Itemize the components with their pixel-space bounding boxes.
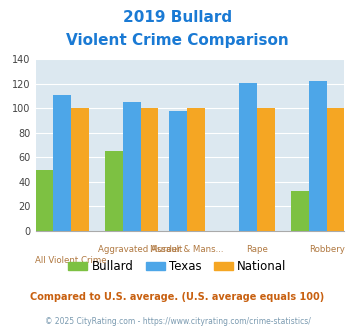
Text: Robbery: Robbery xyxy=(309,245,345,254)
Bar xyxy=(123,102,141,231)
Bar xyxy=(291,190,309,231)
Text: Rape: Rape xyxy=(246,245,268,254)
Text: All Violent Crime: All Violent Crime xyxy=(35,256,106,265)
Bar xyxy=(53,95,71,231)
Bar xyxy=(187,109,205,231)
Bar xyxy=(71,109,88,231)
Bar xyxy=(36,170,53,231)
Text: Aggravated Assault: Aggravated Assault xyxy=(98,245,183,254)
Bar xyxy=(141,109,158,231)
Bar xyxy=(105,151,123,231)
Text: 2019 Bullard: 2019 Bullard xyxy=(123,10,232,25)
Bar xyxy=(239,83,257,231)
Bar xyxy=(169,111,187,231)
Text: Violent Crime Comparison: Violent Crime Comparison xyxy=(66,33,289,48)
Bar xyxy=(327,109,344,231)
Text: Murder & Mans...: Murder & Mans... xyxy=(151,245,224,254)
Text: © 2025 CityRating.com - https://www.cityrating.com/crime-statistics/: © 2025 CityRating.com - https://www.city… xyxy=(45,317,310,326)
Legend: Bullard, Texas, National: Bullard, Texas, National xyxy=(64,255,291,278)
Bar xyxy=(257,109,274,231)
Text: Compared to U.S. average. (U.S. average equals 100): Compared to U.S. average. (U.S. average … xyxy=(31,292,324,302)
Bar xyxy=(309,82,327,231)
